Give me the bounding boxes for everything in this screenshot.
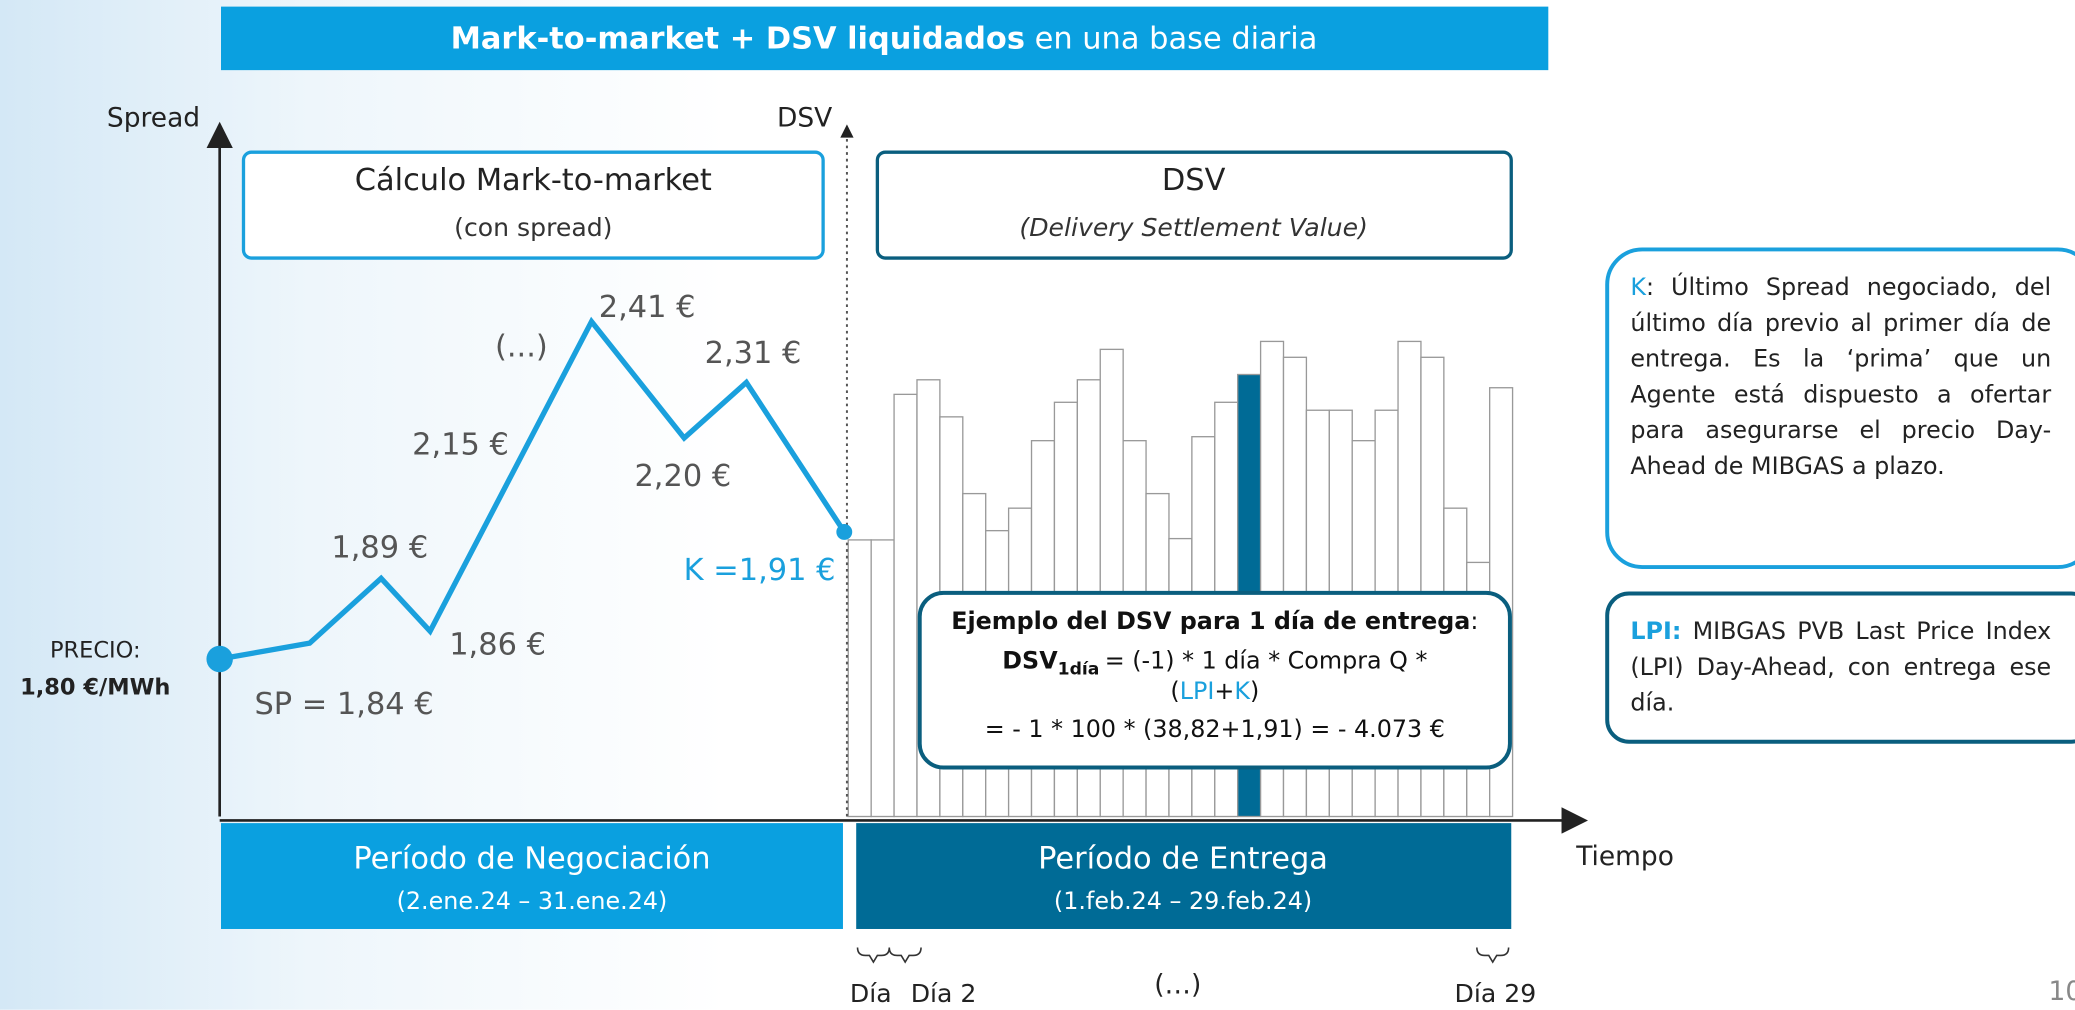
lpi-key: LPI: xyxy=(1630,617,1682,646)
period-dates: (2.ene.24 – 31.ene.24) xyxy=(397,887,668,915)
example-formula: DSV1día = (-1) * 1 día * Compra Q * xyxy=(1002,646,1427,679)
point-label: SP = 1,84 € xyxy=(254,687,433,722)
k-label: K =1,91 € xyxy=(684,553,836,588)
start-dot xyxy=(206,645,233,673)
dsv-box xyxy=(875,150,1513,260)
k-text: : Último Spread negociado, del último dí… xyxy=(1630,273,2052,481)
k-key: K xyxy=(1630,273,1646,302)
y-axis-label: Spread xyxy=(107,103,200,134)
day-label: Día xyxy=(850,979,892,1008)
dsv-subtitle: (Delivery Settlement Value) xyxy=(1019,213,1367,242)
point-label: 2,41 € xyxy=(599,290,696,325)
point-label: 2,15 € xyxy=(412,427,509,462)
x-axis-label: Tiempo xyxy=(1575,841,1674,872)
period-box xyxy=(220,823,843,929)
period-title: Período de Negociación xyxy=(353,842,710,877)
lpi-text: MIBGAS PVB Last Price Index (LPI) Day-Ah… xyxy=(1630,617,2052,718)
price-value: 1,80 €/MWh xyxy=(20,675,170,701)
period-title: Período de Entrega xyxy=(1038,842,1328,877)
braces xyxy=(856,947,1510,964)
point-label: (...) xyxy=(495,330,548,365)
dsv-bar xyxy=(847,539,872,818)
price-label: PRECIO: xyxy=(50,638,141,664)
example-result: = - 1 * 100 * (38,82+1,91) = - 4.073 € xyxy=(985,715,1445,743)
point-label: 1,89 € xyxy=(331,531,428,566)
mtm-box xyxy=(241,150,825,260)
example-title: Ejemplo del DSV para 1 día de entrega: xyxy=(951,606,1478,634)
day-label: Día 29 xyxy=(1455,979,1537,1008)
point-label: 2,20 € xyxy=(634,459,731,494)
spread-line xyxy=(219,316,847,662)
dsv-bar xyxy=(893,393,918,818)
day-label: Día 2 xyxy=(911,979,977,1008)
dsv-bar xyxy=(870,539,895,818)
point-label: 1,86 € xyxy=(449,627,546,662)
title: Mark-to-market + DSV liquidados en una b… xyxy=(451,21,1318,56)
period-dates: (1.feb.24 – 29.feb.24) xyxy=(1054,887,1312,915)
dsv-title: DSV xyxy=(1162,163,1226,198)
title-bar xyxy=(220,6,1549,71)
y2-axis-label: DSV xyxy=(777,103,832,134)
day-label: (…) xyxy=(1154,969,1201,1000)
point-label: 2,31 € xyxy=(705,336,802,371)
arrow xyxy=(840,124,854,138)
example-lpi-k: (LPI+K) xyxy=(1170,677,1259,705)
page-number: 10 xyxy=(2049,976,2075,1007)
lpi-note: LPI: MIBGAS PVB Last Price Index (LPI) D… xyxy=(1605,591,2075,744)
mtm-title: Cálculo Mark-to-market xyxy=(355,163,712,198)
period-box xyxy=(856,823,1512,929)
mtm-subtitle: (con spread) xyxy=(454,213,612,242)
example-box xyxy=(917,590,1512,770)
end-dot xyxy=(836,524,853,540)
k-note: K: Último Spread negociado, del último d… xyxy=(1605,247,2075,570)
